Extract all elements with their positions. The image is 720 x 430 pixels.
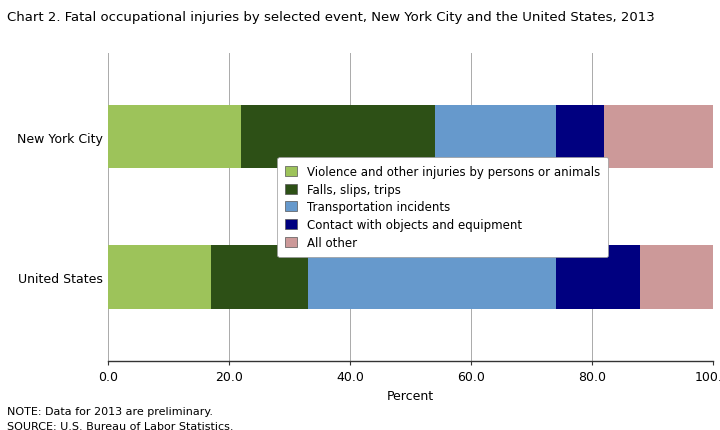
Legend: Violence and other injuries by persons or animals, Falls, slips, trips, Transpor: Violence and other injuries by persons o… — [277, 157, 608, 258]
Bar — [108, 246, 211, 309]
Bar — [604, 106, 713, 169]
Bar — [211, 246, 307, 309]
Bar — [435, 106, 556, 169]
Bar — [556, 246, 640, 309]
X-axis label: Percent: Percent — [387, 389, 434, 402]
Bar — [241, 106, 435, 169]
Text: Chart 2. Fatal occupational injuries by selected event, New York City and the Un: Chart 2. Fatal occupational injuries by … — [7, 11, 655, 24]
Text: NOTE: Data for 2013 are preliminary.: NOTE: Data for 2013 are preliminary. — [7, 406, 213, 416]
Bar — [640, 246, 713, 309]
Bar — [307, 246, 556, 309]
Text: SOURCE: U.S. Bureau of Labor Statistics.: SOURCE: U.S. Bureau of Labor Statistics. — [7, 421, 234, 430]
Bar — [108, 106, 241, 169]
Bar — [556, 106, 604, 169]
